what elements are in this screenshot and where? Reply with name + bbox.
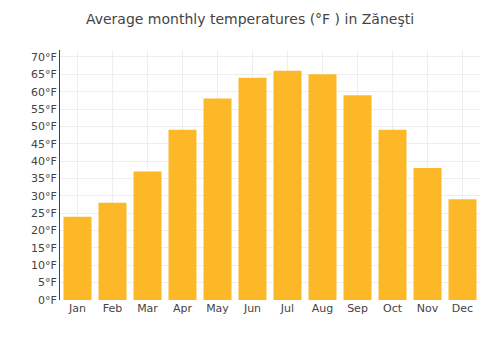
svg-text:0°F: 0°F (38, 294, 57, 307)
svg-text:Jun: Jun (243, 302, 261, 315)
svg-text:20°F: 20°F (31, 224, 57, 237)
svg-text:Dec: Dec (452, 302, 473, 315)
svg-text:Aug: Aug (312, 302, 333, 315)
svg-text:40°F: 40°F (31, 155, 57, 168)
svg-text:Jan: Jan (68, 302, 86, 315)
svg-text:60°F: 60°F (31, 86, 57, 99)
svg-text:50°F: 50°F (31, 120, 57, 133)
svg-text:10°F: 10°F (31, 259, 57, 272)
svg-text:25°F: 25°F (31, 207, 57, 220)
svg-text:Mar: Mar (137, 302, 158, 315)
svg-text:45°F: 45°F (31, 138, 57, 151)
svg-text:70°F: 70°F (31, 51, 57, 64)
svg-text:5°F: 5°F (38, 276, 57, 289)
svg-text:Oct: Oct (383, 302, 403, 315)
svg-text:55°F: 55°F (31, 103, 57, 116)
svg-text:Nov: Nov (417, 302, 439, 315)
svg-text:Sep: Sep (347, 302, 368, 315)
svg-text:35°F: 35°F (31, 172, 57, 185)
svg-text:Feb: Feb (103, 302, 122, 315)
svg-text:Jul: Jul (280, 302, 294, 315)
svg-text:30°F: 30°F (31, 190, 57, 203)
svg-text:May: May (206, 302, 229, 315)
svg-text:Apr: Apr (173, 302, 193, 315)
svg-text:15°F: 15°F (31, 242, 57, 255)
svg-text:Average monthly temperatures (: Average monthly temperatures (°F ) in Ză… (86, 11, 414, 27)
svg-text:65°F: 65°F (31, 68, 57, 81)
